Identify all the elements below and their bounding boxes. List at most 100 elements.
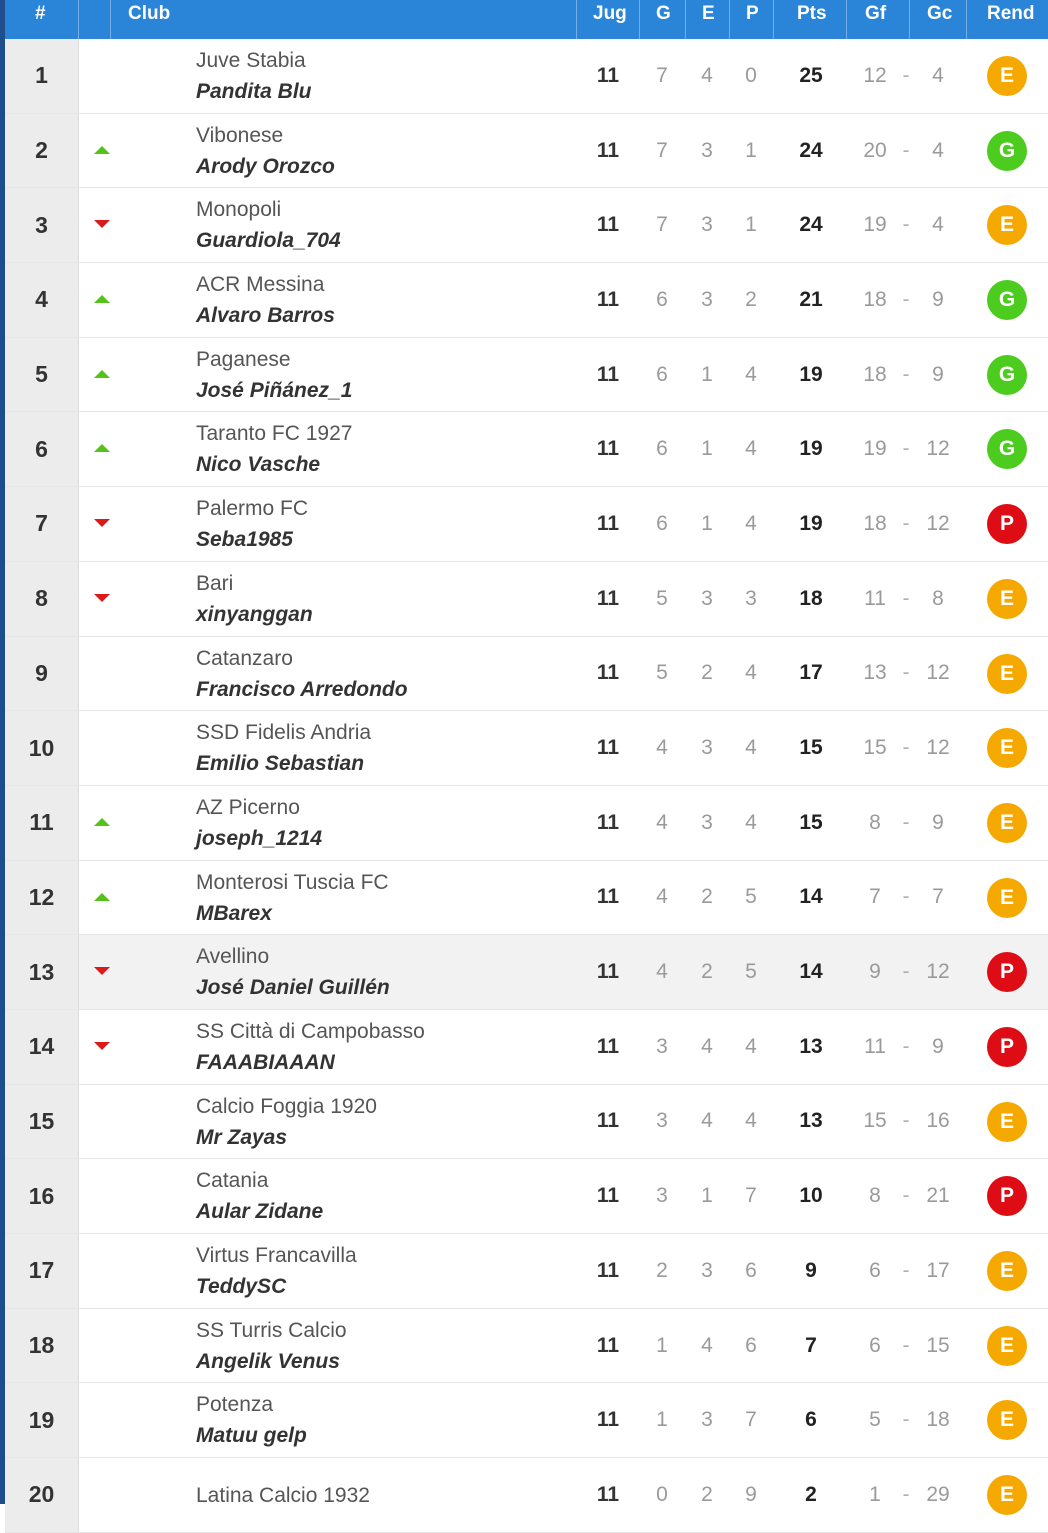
club-name[interactable]: Latina Calcio 1932 — [196, 1484, 370, 1508]
table-row[interactable]: 17 Virtus Francavilla TeddySC 11 2 3 6 9 6-17 E — [5, 1234, 1048, 1309]
manager-name[interactable]: Aular Zidane — [196, 1200, 324, 1224]
performance-badge[interactable]: P — [987, 504, 1027, 545]
manager-name[interactable]: Mr Zayas — [196, 1125, 288, 1149]
club-name[interactable]: Catanzaro — [196, 646, 293, 670]
trend-up-icon — [94, 145, 110, 154]
club-name[interactable]: SS Turris Calcio — [196, 1318, 347, 1342]
header-p[interactable]: P — [746, 3, 759, 24]
manager-name[interactable]: joseph_1214 — [196, 826, 323, 850]
club-name[interactable]: Virtus Francavilla — [196, 1244, 357, 1267]
club-name[interactable]: Monopoli — [196, 198, 282, 222]
manager-name[interactable]: MBarex — [196, 901, 272, 925]
draws-cell: 2 — [701, 885, 713, 909]
club-name[interactable]: SS Città di Campobasso — [196, 1019, 425, 1043]
club-name[interactable]: Potenza — [196, 1393, 274, 1417]
performance-badge[interactable]: E — [987, 578, 1027, 619]
club-name[interactable]: Paganese — [196, 347, 291, 371]
manager-name[interactable]: Francisco Arredondo — [196, 677, 408, 701]
club-name[interactable]: Bari — [196, 571, 234, 595]
manager-name[interactable]: Nico Vasche — [196, 453, 321, 477]
played-cell: 11 — [596, 63, 620, 87]
manager-name[interactable]: Guardiola_704 — [196, 229, 341, 253]
table-row[interactable]: 15 Calcio Foggia 1920 Mr Zayas 11 3 4 4 13 15-16… — [5, 1084, 1048, 1160]
manager-name[interactable]: Matuu gelp — [196, 1424, 307, 1448]
performance-badge[interactable]: G — [987, 429, 1027, 470]
performance-badge[interactable]: G — [987, 280, 1027, 321]
table-row[interactable]: 19 Potenza Matuu gelp 11 1 3 7 6 5-18 E — [5, 1383, 1048, 1459]
performance-badge[interactable]: E — [987, 1251, 1027, 1291]
performance-badge[interactable]: E — [987, 1400, 1027, 1441]
table-row[interactable]: 13 Avellino José Daniel Guillén 11 4 2 5 14 9-12… — [5, 935, 1048, 1010]
club-name[interactable]: Monterosi Tuscia FC — [196, 870, 389, 894]
manager-name[interactable]: FAAABIAAAN — [196, 1050, 335, 1074]
table-row[interactable]: 16 Catania Aular Zidane 11 3 1 7 10 8-21 P — [5, 1159, 1048, 1234]
club-name[interactable]: Palermo FC — [196, 497, 309, 521]
manager-name[interactable]: TeddySC — [196, 1275, 287, 1298]
club-name[interactable]: Vibonese — [196, 123, 284, 147]
header-club[interactable]: Club — [128, 3, 171, 24]
performance-badge[interactable]: P — [987, 1176, 1027, 1217]
club-name[interactable]: SSD Fidelis Andria — [196, 721, 372, 745]
manager-name[interactable]: Arody Orozco — [196, 154, 335, 178]
losses-cell: 4 — [745, 1109, 757, 1133]
club-name[interactable]: ACR Messina — [196, 273, 325, 297]
header-g[interactable]: G — [656, 3, 671, 24]
manager-name[interactable]: Pandita Blu — [196, 80, 312, 103]
table-row[interactable]: 1 Juve Stabia Pandita Blu 11 7 4 0 25 12-4 E — [5, 39, 1048, 114]
club-name[interactable]: Taranto FC 1927 — [196, 422, 353, 446]
table-row[interactable]: 7 Palermo FC Seba1985 11 6 1 4 19 18-12 P — [5, 487, 1048, 562]
table-row[interactable]: 12 Monterosi Tuscia FC MBarex 11 4 2 5 14 7-7 E — [5, 860, 1048, 936]
table-row[interactable]: 8 Bari xinyanggan 11 5 3 3 18 11-8 E — [5, 561, 1048, 637]
performance-badge[interactable]: E — [987, 877, 1027, 918]
header-pts[interactable]: Pts — [797, 3, 827, 24]
performance-badge[interactable]: E — [987, 1101, 1027, 1142]
table-row[interactable]: 20 Latina Calcio 1932 11 0 2 9 2 1-29 E — [5, 1458, 1048, 1533]
table-row[interactable]: 3 Monopoli Guardiola_704 11 7 3 1 24 19-4 E — [5, 188, 1048, 264]
header-jug[interactable]: Jug — [593, 3, 627, 24]
table-row[interactable]: 18 SS Turris Calcio Angelik Venus 11 1 4 6 7 6-1… — [5, 1308, 1048, 1384]
club-name[interactable]: Calcio Foggia 1920 — [196, 1094, 377, 1118]
manager-name[interactable]: Alvaro Barros — [196, 304, 335, 328]
club-name[interactable]: Juve Stabia — [196, 49, 306, 72]
goals-against-cell: 12 — [926, 736, 950, 760]
performance-badge[interactable]: E — [987, 1475, 1027, 1516]
performance-badge[interactable]: E — [987, 728, 1027, 769]
table-row[interactable]: 5 Paganese José Piñánez_1 11 6 1 4 19 18-9 G — [5, 337, 1048, 413]
table-row[interactable]: 11 AZ Picerno joseph_1214 11 4 3 4 15 8-9 E — [5, 785, 1048, 861]
performance-badge[interactable]: E — [987, 56, 1027, 96]
manager-name[interactable]: Emilio Sebastian — [196, 752, 365, 776]
points-cell: 9 — [805, 1258, 817, 1282]
manager-name[interactable]: José Piñánez_1 — [196, 378, 353, 402]
header-pos[interactable]: # — [35, 3, 46, 24]
performance-badge[interactable]: P — [987, 1026, 1027, 1067]
performance-badge[interactable]: G — [987, 354, 1027, 395]
table-row[interactable]: 9 Catanzaro Francisco Arredondo 11 5 2 4 17 13-1… — [5, 636, 1048, 712]
table-row[interactable]: 6 Taranto FC 1927 Nico Vasche 11 6 1 4 19 19-12 G — [5, 412, 1048, 488]
manager-name[interactable]: José Daniel Guillén — [196, 976, 390, 1000]
position-cell: 12 — [5, 860, 78, 935]
table-row[interactable]: 2 Vibonese Arody Orozco 11 7 3 1 24 20-4 G — [5, 113, 1048, 189]
manager-name[interactable]: xinyanggan — [196, 602, 313, 626]
club-name[interactable]: Avellino — [196, 945, 270, 969]
club-name[interactable]: Catania — [196, 1169, 269, 1193]
manager-name[interactable]: Angelik Venus — [196, 1349, 340, 1373]
performance-badge[interactable]: E — [987, 802, 1027, 843]
manager-name[interactable]: Seba1985 — [196, 528, 293, 552]
header-e[interactable]: E — [702, 3, 715, 24]
table-row[interactable]: 10 SSD Fidelis Andria Emilio Sebastian 11 4 3… — [5, 711, 1048, 786]
header-rend[interactable]: Rend — [987, 3, 1035, 24]
losses-cell: 9 — [745, 1482, 757, 1506]
performance-badge[interactable]: G — [987, 130, 1027, 171]
header-gc[interactable]: Gc — [927, 3, 953, 24]
table-row[interactable]: 4 ACR Messina Alvaro Barros 11 6 3 2 21 18-9 G — [5, 263, 1048, 338]
header-gf[interactable]: Gf — [865, 3, 887, 24]
table-row[interactable]: 14 SS Città di Campobasso FAAABIAAAN 11 3 4 4 1… — [5, 1009, 1048, 1085]
played-cell: 11 — [596, 1482, 620, 1506]
performance-badge[interactable]: E — [987, 1325, 1027, 1366]
club-name[interactable]: AZ Picerno — [196, 795, 300, 819]
performance-badge[interactable]: E — [987, 205, 1027, 246]
performance-badge[interactable]: E — [987, 653, 1027, 694]
points-cell: 25 — [799, 63, 823, 87]
position-cell: 19 — [5, 1383, 78, 1458]
performance-badge[interactable]: P — [987, 952, 1027, 993]
